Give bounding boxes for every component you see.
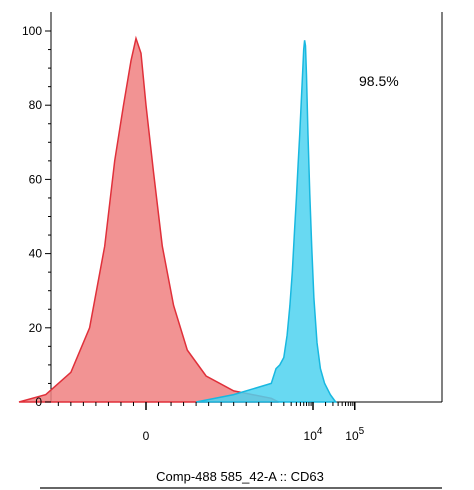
y-tick-label: 20 <box>29 321 43 335</box>
y-ticks: 0 20 40 60 80 100 <box>22 24 51 409</box>
series-layer <box>18 35 338 403</box>
x-tick-label: 104 <box>304 426 323 443</box>
y-tick-label: 100 <box>22 24 42 38</box>
histogram-series-2 <box>195 40 338 403</box>
x-tick-label: 0 <box>143 429 150 443</box>
x-axis-label: Comp-488 585_42-A :: CD63 <box>156 469 324 484</box>
y-tick-label: 0 <box>35 395 42 409</box>
x-ticks: 0 104 105 <box>57 402 365 443</box>
histogram-series-1 <box>18 35 279 403</box>
x-tick-label: 105 <box>345 426 364 443</box>
y-tick-label: 80 <box>29 98 43 112</box>
gate-percentage: 98.5% <box>359 73 399 89</box>
y-tick-label: 60 <box>29 172 43 186</box>
y-tick-label: 40 <box>29 247 43 261</box>
